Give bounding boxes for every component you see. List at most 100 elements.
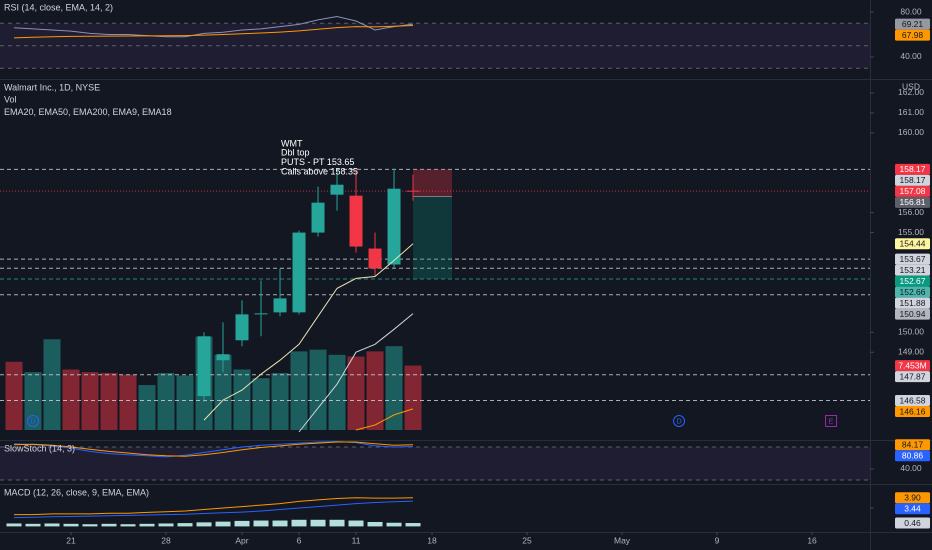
histogram-bar bbox=[63, 523, 79, 527]
series-line bbox=[298, 313, 414, 433]
price-tag-label: 3.44 bbox=[904, 503, 921, 513]
series-line bbox=[13, 500, 414, 519]
y-tick-label: 156.00 bbox=[898, 207, 924, 217]
price-tag-label: 0.46 bbox=[904, 518, 921, 528]
candle-body bbox=[406, 190, 420, 192]
price-tag bbox=[895, 492, 930, 504]
volume-bar bbox=[214, 354, 232, 430]
price-tag-label: 152.67 bbox=[900, 276, 926, 286]
y-tick-label: 80.00 bbox=[900, 6, 922, 16]
price-tag-label: 7.453M bbox=[898, 360, 926, 370]
event-marker bbox=[673, 415, 686, 427]
y-tick-label: 155.00 bbox=[898, 227, 924, 237]
volume-bar bbox=[366, 351, 384, 430]
series-line bbox=[13, 15, 414, 38]
candle-body bbox=[197, 336, 211, 397]
price-tag bbox=[895, 308, 930, 320]
price-tag bbox=[895, 517, 930, 529]
series-line bbox=[355, 408, 414, 431]
x-tick-label: 16 bbox=[807, 535, 817, 545]
histogram-bar bbox=[215, 521, 231, 527]
volume-bar bbox=[81, 372, 99, 430]
histogram-bar bbox=[291, 519, 307, 527]
price-tag-label: 67.98 bbox=[902, 30, 924, 40]
candle-body bbox=[387, 188, 401, 265]
volume-bar bbox=[24, 372, 42, 430]
price-tag bbox=[895, 174, 930, 186]
histogram-bar bbox=[101, 523, 117, 527]
price-tag-label: 150.94 bbox=[900, 309, 926, 319]
x-tick-label: 9 bbox=[715, 535, 720, 545]
y-tick-label: 40.00 bbox=[900, 51, 922, 61]
volume-bar bbox=[119, 374, 137, 430]
event-label: E bbox=[829, 416, 834, 425]
x-tick-label: 11 bbox=[352, 535, 361, 545]
y-tick-label: 40.00 bbox=[900, 463, 922, 473]
pane-title: RSI (14, close, EMA, 14, 2) bbox=[4, 2, 113, 12]
volume-bar bbox=[176, 375, 194, 430]
histogram-bar bbox=[253, 520, 269, 527]
price-tag bbox=[895, 185, 930, 197]
price-tag-label: 152.66 bbox=[900, 287, 926, 297]
pane-title: SlowStoch (14, 3) bbox=[4, 443, 75, 453]
price-tag bbox=[895, 18, 930, 30]
price-tag-label: 154.44 bbox=[900, 238, 926, 248]
event-marker bbox=[27, 415, 40, 427]
volume-bar bbox=[100, 372, 118, 430]
legend-line: Vol bbox=[4, 94, 17, 104]
volume-bar bbox=[309, 349, 327, 430]
histogram-bar bbox=[82, 524, 98, 527]
candle-body bbox=[235, 314, 249, 341]
volume-bar bbox=[347, 356, 365, 430]
candle-body bbox=[368, 248, 382, 269]
histogram-bar bbox=[6, 523, 22, 527]
histogram-bar bbox=[367, 521, 383, 527]
price-tag bbox=[895, 395, 930, 407]
price-tag-label: 151.88 bbox=[900, 298, 926, 308]
volume-bar bbox=[157, 372, 175, 430]
price-tag-label: 3.90 bbox=[904, 492, 921, 502]
price-tag-label: 158.17 bbox=[900, 175, 926, 185]
histogram-bar bbox=[272, 520, 288, 527]
volume-bar bbox=[43, 339, 61, 430]
volume-bar bbox=[328, 354, 346, 430]
candle-body bbox=[330, 184, 344, 195]
price-tag bbox=[895, 29, 930, 41]
candle-body bbox=[273, 298, 287, 313]
x-tick-label: 6 bbox=[297, 535, 302, 545]
volume-bar bbox=[252, 378, 270, 430]
price-tag-label: 146.58 bbox=[900, 395, 926, 405]
volume-bar bbox=[385, 346, 403, 430]
histogram-bar bbox=[139, 523, 155, 527]
y-tick-label: 160.00 bbox=[898, 127, 924, 137]
band bbox=[0, 446, 870, 480]
histogram-bar bbox=[405, 523, 421, 527]
histogram-bar bbox=[44, 523, 60, 527]
price-tag-label: 80.86 bbox=[902, 450, 924, 460]
histogram-bar bbox=[158, 523, 174, 527]
candle-body bbox=[254, 313, 268, 315]
legend-line: EMA20, EMA50, EMA200, EMA9, EMA18 bbox=[4, 107, 172, 117]
x-tick-label: 28 bbox=[161, 535, 171, 545]
price-tag bbox=[895, 360, 930, 372]
volume-bar bbox=[290, 351, 308, 430]
x-tick-label: May bbox=[614, 535, 631, 545]
price-tag bbox=[895, 439, 930, 451]
histogram-bar bbox=[386, 522, 402, 527]
position-profit bbox=[413, 196, 453, 280]
x-tick-label: 21 bbox=[66, 535, 76, 545]
event-marker bbox=[825, 415, 838, 427]
volume-bar bbox=[233, 369, 251, 430]
price-tag bbox=[895, 371, 930, 383]
series-line bbox=[13, 25, 414, 39]
volume-bar bbox=[5, 361, 23, 430]
y-tick-label: 162.00 bbox=[898, 87, 924, 97]
price-tag-label: 153.21 bbox=[900, 265, 926, 275]
volume-bar bbox=[62, 369, 80, 430]
event-label: D bbox=[30, 416, 36, 425]
price-tag-label: 156.81 bbox=[900, 197, 926, 207]
price-tag-label: 146.16 bbox=[900, 406, 926, 416]
event-label: D bbox=[676, 416, 682, 425]
